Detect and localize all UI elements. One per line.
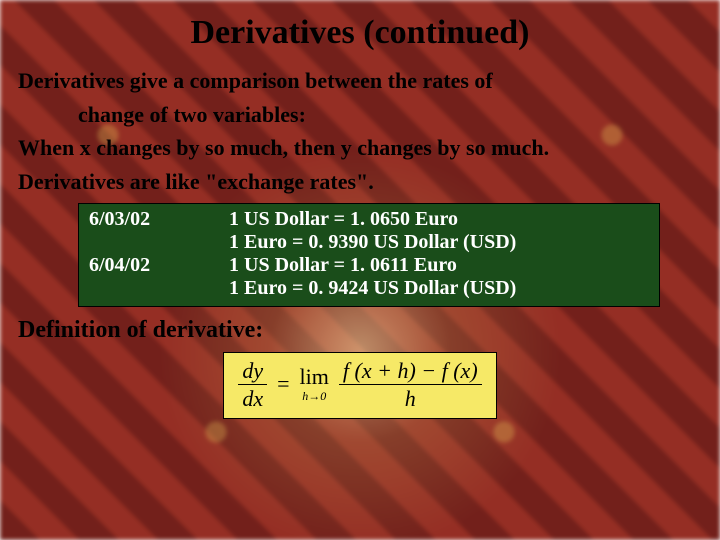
- lhs-numerator: dy: [238, 359, 267, 385]
- body-line-1a: Derivatives give a comparison between th…: [18, 66, 702, 96]
- rhs-denominator: h: [401, 385, 420, 410]
- table-row: 6/04/02 1 US Dollar = 1. 0611 Euro: [89, 254, 649, 277]
- slide-content: Derivatives (continued) Derivatives give…: [0, 0, 720, 540]
- rhs-numerator: f (x + h) − f (x): [339, 359, 482, 385]
- rate-cell: 1 Euro = 0. 9390 US Dollar (USD): [229, 231, 649, 254]
- equals-sign: =: [277, 371, 289, 397]
- lhs-fraction: dy dx: [238, 359, 267, 410]
- table-row: 1 Euro = 0. 9424 US Dollar (USD): [89, 277, 649, 300]
- exchange-rate-table: 6/03/02 1 US Dollar = 1. 0650 Euro 1 Eur…: [78, 203, 660, 307]
- date-cell: [89, 231, 229, 254]
- body-line-1b: change of two variables:: [18, 100, 702, 130]
- page-title: Derivatives (continued): [18, 14, 702, 52]
- derivative-formula: dy dx = lim h→0 f (x + h) − f (x) h: [223, 352, 496, 419]
- body-line-2: When x changes by so much, then y change…: [18, 133, 702, 163]
- table-row: 1 Euro = 0. 9390 US Dollar (USD): [89, 231, 649, 254]
- lim-text: lim: [300, 366, 329, 388]
- date-cell: 6/04/02: [89, 254, 229, 277]
- formula-container: dy dx = lim h→0 f (x + h) − f (x) h: [18, 352, 702, 419]
- rate-cell: 1 Euro = 0. 9424 US Dollar (USD): [229, 277, 649, 300]
- definition-label: Definition of derivative:: [18, 317, 702, 344]
- date-cell: 6/03/02: [89, 208, 229, 231]
- lhs-denominator: dx: [238, 385, 267, 410]
- limit-operator: lim h→0: [300, 366, 329, 402]
- date-cell: [89, 277, 229, 300]
- rate-cell: 1 US Dollar = 1. 0611 Euro: [229, 254, 649, 277]
- lim-subscript: h→0: [302, 390, 326, 402]
- body-line-3: Derivatives are like "exchange rates".: [18, 167, 702, 197]
- rhs-fraction: f (x + h) − f (x) h: [339, 359, 482, 410]
- table-row: 6/03/02 1 US Dollar = 1. 0650 Euro: [89, 208, 649, 231]
- body-text: Derivatives give a comparison between th…: [18, 66, 702, 197]
- rate-cell: 1 US Dollar = 1. 0650 Euro: [229, 208, 649, 231]
